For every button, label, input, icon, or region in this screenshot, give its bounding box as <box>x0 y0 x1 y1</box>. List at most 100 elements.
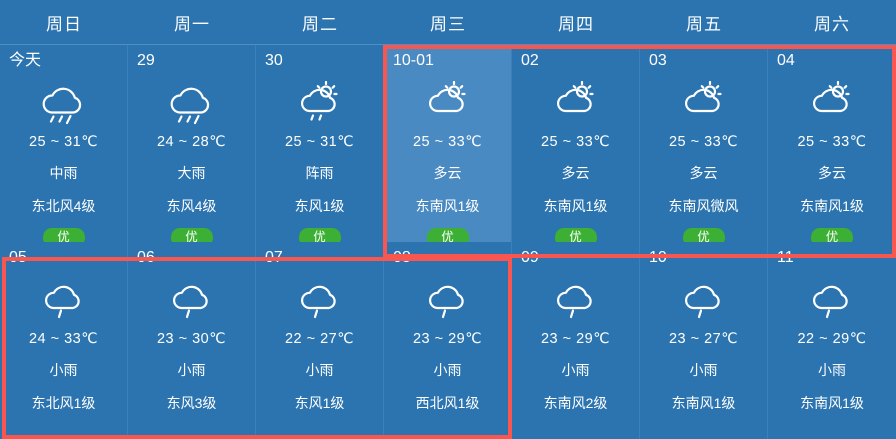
temperature-range: 23 ~ 30℃ <box>156 331 227 347</box>
day-label: 09 <box>521 249 539 266</box>
day-label: 30 <box>265 52 283 69</box>
day-cell-30[interactable]: 30 25 ~ 31℃ 阵雨 东风1级优 <box>256 45 384 247</box>
day-label: 29 <box>137 52 155 69</box>
weather-icon-wrap <box>295 280 345 322</box>
weather-icon-wrap <box>39 83 89 125</box>
weekday-label-1: 周一 <box>174 15 210 34</box>
wind-info: 西北风1级 <box>415 395 480 411</box>
wind-info: 东南风1级 <box>415 198 480 214</box>
temperature-range: 24 ~ 28℃ <box>156 134 227 150</box>
sun-cloud-icon <box>813 81 850 113</box>
day-label: 02 <box>521 52 539 69</box>
rain-cloud-light-icon <box>172 285 208 319</box>
weekday-label-6: 周六 <box>814 15 850 34</box>
weekday-label-5: 周五 <box>686 15 722 34</box>
wind-info: 东北风4级 <box>31 198 96 214</box>
forecast-week-row-2: 05 24 ~ 33℃ 小雨 东北风1级 06 23 ~ 30℃ 小雨 东风3级 07 22 ~ … <box>0 242 896 439</box>
rain-cloud-light-icon <box>428 285 464 319</box>
day-cell-07[interactable]: 07 22 ~ 27℃ 小雨东风1级 <box>256 242 384 439</box>
day-label: 07 <box>265 249 283 266</box>
weather-icon-wrap <box>423 280 473 322</box>
day-cell-02[interactable]: 02 25 ~ 33℃ 多云 东南风1级优 <box>512 45 640 247</box>
day-cell-29[interactable]: 29 24 ~ 28℃ 大雨 东风4级优 <box>128 45 256 247</box>
day-label: 08 <box>393 249 411 266</box>
wind-info: 东南风1级 <box>800 198 864 214</box>
weather-icon-wrap <box>551 81 601 125</box>
weather-icon-wrap <box>807 280 857 322</box>
weather-condition: 多云 <box>689 165 718 181</box>
rain-cloud-heavy-icon <box>42 87 81 125</box>
temperature-range: 25 ~ 33℃ <box>797 134 867 150</box>
rain-cloud-light-icon <box>556 285 592 319</box>
weather-condition: 多云 <box>818 165 846 181</box>
temperature-range: 23 ~ 27℃ <box>668 331 739 347</box>
day-cell-09[interactable]: 09 23 ~ 29℃ 小雨东南风2级 <box>512 242 640 439</box>
weather-condition: 多云 <box>433 165 462 181</box>
day-cell-04[interactable]: 04 25 ~ 33℃ 多云 东南风1级优 <box>768 45 896 247</box>
day-label: 06 <box>137 249 155 266</box>
day-cell-05[interactable]: 05 24 ~ 33℃ 小雨 东北风1级 <box>0 242 128 439</box>
weather-condition: 中雨 <box>49 165 78 181</box>
weather-icon-wrap <box>679 280 729 322</box>
temperature-range: 22 ~ 29℃ <box>797 331 867 347</box>
day-cell-10-01[interactable]: 10-01 25 ~ 33℃ 多云 东南风1级优 <box>384 45 512 247</box>
weather-condition: 小雨 <box>49 362 78 378</box>
weekday-label-3: 周三 <box>430 15 466 34</box>
weather-condition: 小雨 <box>177 362 206 378</box>
temperature-range: 25 ~ 33℃ <box>412 134 483 150</box>
forecast-week-row-1: 今天 25 ~ 31℃ 中雨 东北风4级优 29 24 ~ 28℃ 大雨 东风4级优 30 … <box>0 45 896 247</box>
temperature-range: 25 ~ 31℃ <box>284 134 355 150</box>
wind-info: 东南风2级 <box>543 395 608 411</box>
weather-icon-wrap <box>551 280 601 322</box>
day-label: 今天 <box>9 52 42 69</box>
day-cell-08[interactable]: 08 23 ~ 29℃ 小雨西北风1级 <box>384 242 512 439</box>
weekday-header-row: 周日 周一 周二 周三 周四 周五 周六 <box>0 0 896 45</box>
temperature-range: 23 ~ 29℃ <box>412 331 483 347</box>
day-cell-11[interactable]: 11 22 ~ 29℃ 小雨东南风1级 <box>768 242 896 439</box>
sun-cloud-icon <box>556 81 594 113</box>
weekday-label-2: 周二 <box>302 15 338 34</box>
day-cell-03[interactable]: 03 25 ~ 33℃ 多云 东南风微风优 <box>640 45 768 247</box>
rain-cloud-light-icon <box>813 285 848 319</box>
weather-icon-wrap <box>167 280 217 322</box>
weather-icon-wrap <box>295 81 345 125</box>
wind-info: 东南风1级 <box>800 395 864 411</box>
wind-info: 东风4级 <box>166 198 217 214</box>
temperature-range: 25 ~ 31℃ <box>28 134 99 150</box>
weather-icon-wrap <box>39 280 89 322</box>
weather-condition: 小雨 <box>818 362 846 378</box>
weather-icon-wrap <box>167 83 217 125</box>
weather-condition: 小雨 <box>561 362 590 378</box>
day-cell-06[interactable]: 06 23 ~ 30℃ 小雨 东风3级 <box>128 242 256 439</box>
rain-cloud-light-icon <box>44 285 80 319</box>
weather-icon-wrap <box>679 81 729 125</box>
temperature-range: 24 ~ 33℃ <box>28 331 99 347</box>
rain-cloud-light-icon <box>300 285 336 319</box>
day-label: 05 <box>9 249 27 266</box>
wind-info: 东风1级 <box>294 198 345 214</box>
weather-condition: 小雨 <box>305 362 334 378</box>
weather-condition: 小雨 <box>433 362 462 378</box>
wind-info: 东风1级 <box>294 395 345 411</box>
weather-icon-wrap <box>807 81 857 125</box>
temperature-range: 22 ~ 27℃ <box>284 331 355 347</box>
temperature-range: 25 ~ 33℃ <box>668 134 739 150</box>
day-label: 10-01 <box>393 52 434 69</box>
day-cell-今天[interactable]: 今天 25 ~ 31℃ 中雨 东北风4级优 <box>0 45 128 247</box>
sun-cloud-rain-icon <box>300 81 338 121</box>
temperature-range: 23 ~ 29℃ <box>540 331 611 347</box>
wind-info: 东南风微风 <box>668 198 739 214</box>
weather-condition: 小雨 <box>689 362 718 378</box>
weather-icon-wrap <box>423 81 473 125</box>
rain-cloud-light-icon <box>684 285 720 319</box>
day-cell-10[interactable]: 10 23 ~ 27℃ 小雨 东南风1级 <box>640 242 768 439</box>
rain-cloud-heavy-icon <box>170 87 209 125</box>
sun-cloud-icon <box>428 81 466 113</box>
day-label: 03 <box>649 52 667 69</box>
day-label: 11 <box>777 249 794 266</box>
day-label: 04 <box>777 52 795 69</box>
sun-cloud-icon <box>684 81 722 113</box>
weather-condition: 大雨 <box>177 165 206 181</box>
weekday-label-4: 周四 <box>558 15 594 34</box>
wind-info: 东南风1级 <box>671 395 736 411</box>
